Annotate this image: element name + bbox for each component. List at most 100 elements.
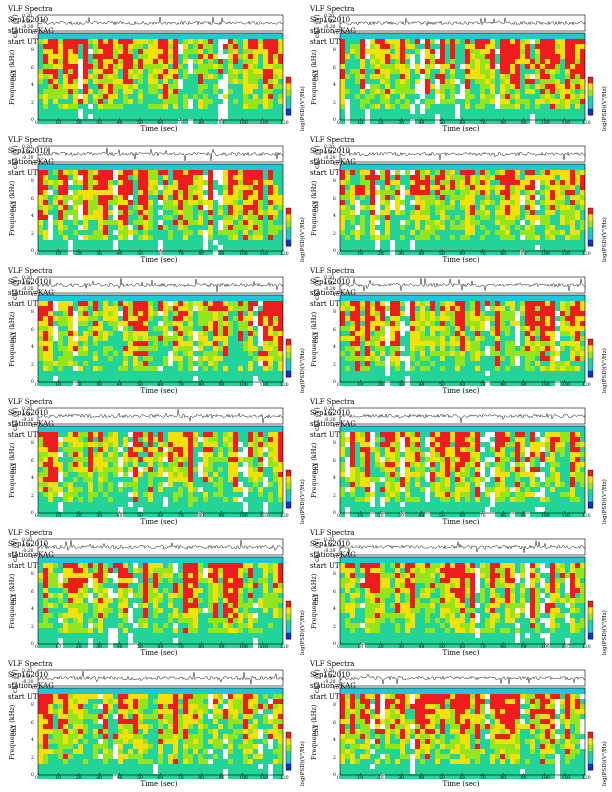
spectrogram-cell [370, 94, 375, 99]
spectrogram-cell [278, 371, 283, 376]
spectrogram-cell [148, 346, 153, 351]
spectrogram-cell [173, 225, 178, 230]
spectrogram-cell [375, 114, 380, 119]
spectrogram-cell [475, 316, 480, 321]
spectrogram-cell [263, 195, 268, 200]
spectrogram-cell [88, 99, 93, 104]
spectrogram-cell [58, 109, 63, 114]
spectrogram-cell [415, 245, 420, 250]
spectrogram-cell [78, 361, 83, 366]
spectrogram-cell [38, 59, 43, 64]
spectrogram-cell [460, 381, 465, 386]
spectrogram-cell [340, 114, 345, 119]
spectrogram-cell [340, 250, 345, 255]
spectrogram-cell [405, 94, 410, 99]
spectrogram-cell [78, 79, 83, 84]
spectrogram-cell [158, 210, 163, 215]
waveform-trace [37, 16, 284, 26]
spectrogram-cell [470, 235, 475, 240]
spectrogram-cell [43, 205, 48, 210]
spectrogram-cell [113, 225, 118, 230]
spectrogram-cell [470, 366, 475, 371]
x-tick-label: 110 [259, 383, 269, 388]
spectrogram-cell [228, 341, 233, 346]
spectrogram-cell [108, 356, 113, 361]
spectrogram-cell [103, 114, 108, 119]
spectrogram-cell [238, 366, 243, 371]
spectrogram-cell [63, 69, 68, 74]
spectrogram-cell [575, 119, 580, 124]
spectrogram-cell [93, 366, 98, 371]
spectrogram-cell [525, 170, 530, 175]
spectrogram-cell [83, 351, 88, 356]
spectrogram-cell [580, 79, 585, 84]
spectrogram-cell [38, 190, 43, 195]
spectrogram-cell [415, 230, 420, 235]
spectrogram-cell [103, 321, 108, 326]
spectrogram-cell [268, 39, 273, 44]
waveform-tick-label: 0.00 [22, 19, 33, 25]
spectrogram-cell [370, 119, 375, 124]
spectrogram-cell [445, 49, 450, 54]
spectrogram-cell [370, 210, 375, 215]
spectrogram-cell [253, 79, 258, 84]
spectrogram-cell [173, 89, 178, 94]
spectrogram-cell [48, 200, 53, 205]
spectrogram-cell [440, 59, 445, 64]
spectrogram-cell [390, 94, 395, 99]
spectrogram-cell [38, 321, 43, 326]
colorbar-segment [286, 96, 291, 103]
spectrogram-cell [268, 336, 273, 341]
spectrogram-cell [355, 99, 360, 104]
spectrogram-cell [273, 235, 278, 240]
spectrogram-cell [233, 225, 238, 230]
spectrogram-cell [410, 205, 415, 210]
spectrogram-cell [580, 64, 585, 69]
spectrogram-cell [455, 200, 460, 205]
spectrogram-cell [203, 205, 208, 210]
spectrogram-cell [405, 79, 410, 84]
spectrogram-cell [73, 326, 78, 331]
spectrogram-cell [133, 74, 138, 79]
x-tick-label: 70 [479, 121, 486, 126]
spectrogram-cell [405, 331, 410, 336]
spectrogram-cell [475, 185, 480, 190]
spectrogram-cell [380, 79, 385, 84]
spectrogram-cell [445, 361, 450, 366]
spectrogram-cell [380, 39, 385, 44]
spectrogram-cell [278, 346, 283, 351]
spectrogram-cell [565, 170, 570, 175]
spectrogram-cell [143, 336, 148, 341]
spectrogram-cell [93, 114, 98, 119]
spectrogram-cell [68, 316, 73, 321]
spectrogram-cell [375, 215, 380, 220]
spectrogram-cell [73, 94, 78, 99]
spectrogram-cell [203, 240, 208, 245]
spectrogram-cell [153, 119, 158, 124]
spectrogram-cell [163, 94, 168, 99]
spectrogram-cell [118, 39, 123, 44]
spectrogram-cell [223, 54, 228, 59]
spectrogram-cell [113, 326, 118, 331]
spectrogram-cell [188, 326, 193, 331]
spectrogram-cell [38, 301, 43, 306]
spectrogram-cell [63, 39, 68, 44]
spectrogram-cell [500, 225, 505, 230]
spectrogram-cell [198, 215, 203, 220]
spectrogram-cell [193, 356, 198, 361]
spectrogram-cell [78, 114, 83, 119]
spectrogram-cell [118, 114, 123, 119]
spectrogram-cell [233, 109, 238, 114]
spectrogram-cell [143, 39, 148, 44]
spectrogram-cell [163, 39, 168, 44]
spectrogram-cell [248, 175, 253, 180]
spectrogram-cell [385, 245, 390, 250]
spectrogram-cell [460, 376, 465, 381]
spectrogram-cell [570, 185, 575, 190]
spectrogram-cell [83, 54, 88, 59]
spectrogram-cell [525, 59, 530, 64]
spectrogram-cell [263, 54, 268, 59]
spectrogram-cell [123, 356, 128, 361]
spectrogram-cell [108, 64, 113, 69]
spectrogram-cell [233, 185, 238, 190]
